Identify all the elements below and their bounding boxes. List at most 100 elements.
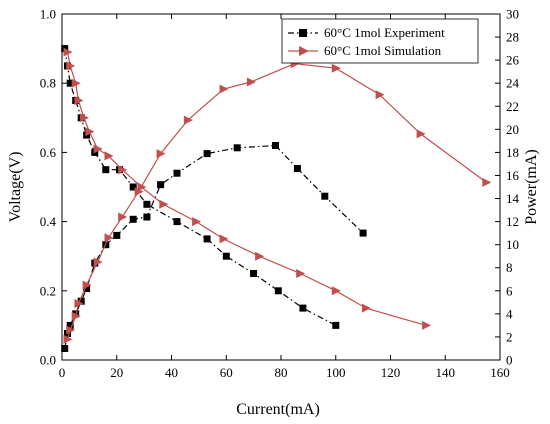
data-point-square [299, 304, 307, 312]
x-tick-label: 20 [110, 365, 123, 380]
data-point-triangle [134, 187, 144, 197]
data-point-triangle [375, 90, 385, 100]
x-tick-label: 40 [165, 365, 178, 380]
x-tick-label: 0 [59, 365, 66, 380]
data-point-triangle [422, 320, 432, 330]
y-right-tick-label: 2 [506, 329, 513, 344]
x-tick-label: 80 [275, 365, 288, 380]
data-point-square [274, 287, 282, 295]
y-left-tick-label: 0.4 [40, 214, 57, 229]
legend: 60°C 1mol Experiment 60°C 1mol Simulatio… [281, 18, 479, 64]
chart-marks [61, 45, 492, 352]
legend-box [281, 18, 479, 64]
data-point-triangle [156, 149, 166, 159]
data-point-square [102, 166, 110, 174]
data-point-square [61, 345, 69, 352]
data-point-triangle [66, 61, 76, 71]
series-line-2 [66, 51, 427, 326]
data-point-triangle [63, 334, 73, 344]
data-point-triangle [159, 199, 169, 209]
data-point-square [250, 270, 258, 277]
data-point-square [203, 235, 211, 243]
y-right-tick-label: 18 [506, 145, 519, 160]
y-right-tick-label: 20 [506, 122, 519, 137]
data-point-square [157, 181, 165, 189]
data-point-square [129, 183, 137, 191]
data-point-triangle [183, 115, 193, 125]
legend-label-simulation: 60°C 1mol Simulation [324, 43, 442, 58]
data-point-triangle [71, 78, 81, 88]
data-point-triangle [331, 286, 341, 296]
y-right-tick-label: 0 [506, 353, 513, 368]
y-right-tick-label: 28 [506, 30, 519, 45]
data-point-square [321, 192, 329, 200]
x-tick-label: 140 [436, 365, 456, 380]
data-point-triangle [85, 127, 95, 137]
y-right-axis-title: Power(mA) [523, 149, 540, 225]
x-tick-label: 60 [220, 365, 233, 380]
data-point-triangle [255, 251, 265, 261]
data-point-square [113, 231, 121, 239]
y-right-tick-label: 8 [506, 260, 513, 275]
y-left-tick-label: 0.0 [40, 353, 56, 368]
data-point-square [332, 321, 340, 329]
data-point-triangle [416, 129, 426, 139]
data-point-triangle [118, 165, 128, 175]
legend-label-experiment: 60°C 1mol Experiment [324, 25, 445, 40]
data-point-square [359, 229, 367, 237]
data-point-triangle [66, 325, 76, 335]
data-point-triangle [63, 47, 73, 57]
y-right-tick-label: 4 [506, 306, 513, 321]
y-left-tick-label: 0.2 [40, 283, 56, 298]
y-left-tick-label: 1.0 [40, 7, 56, 22]
y-right-tick-label: 26 [506, 53, 520, 68]
data-point-square [173, 169, 181, 177]
legend-marker-simulation [299, 46, 309, 56]
data-point-square [83, 285, 91, 292]
x-tick-label: 100 [326, 365, 346, 380]
data-point-square [173, 218, 181, 226]
data-point-square [222, 252, 230, 260]
x-axis-ticks: 0 20 40 60 80 100 120 140 160 [59, 14, 510, 380]
data-point-triangle [219, 84, 229, 94]
data-point-triangle [104, 233, 114, 243]
y-right-tick-label: 30 [506, 7, 519, 22]
y-right-tick-label: 22 [506, 99, 519, 114]
data-point-triangle [79, 113, 89, 123]
data-point-square [203, 150, 211, 158]
y-right-tick-label: 12 [506, 214, 519, 229]
data-point-triangle [74, 96, 84, 105]
data-point-square [129, 215, 137, 223]
y-left-axis-title: Voltage(V) [7, 152, 24, 223]
data-point-square [143, 213, 151, 221]
data-point-triangle [331, 63, 341, 73]
data-point-triangle [246, 77, 256, 87]
y-right-tick-label: 24 [506, 76, 520, 91]
data-point-triangle [104, 151, 114, 161]
data-point-square [77, 297, 85, 305]
y-right-tick-label: 10 [506, 237, 519, 252]
data-point-triangle [93, 144, 103, 154]
y-left-tick-label: 0.8 [40, 76, 56, 91]
data-point-triangle [71, 311, 81, 321]
x-tick-label: 160 [490, 365, 510, 380]
y-left-tick-label: 0.6 [40, 145, 57, 160]
data-point-triangle [118, 212, 128, 222]
y-right-tick-label: 16 [506, 168, 520, 183]
data-point-square [293, 165, 301, 172]
data-point-square [66, 321, 74, 329]
data-point-triangle [93, 257, 103, 267]
data-point-triangle [74, 299, 84, 308]
data-point-triangle [192, 217, 202, 227]
data-point-square [233, 144, 241, 152]
x-tick-label: 120 [381, 365, 401, 380]
data-point-triangle [361, 303, 371, 313]
legend-marker-experiment [299, 29, 307, 37]
y-right-tick-label: 6 [506, 283, 513, 298]
x-axis-title: Current(mA) [236, 401, 320, 418]
data-point-square [272, 142, 279, 149]
data-point-triangle [296, 269, 306, 278]
